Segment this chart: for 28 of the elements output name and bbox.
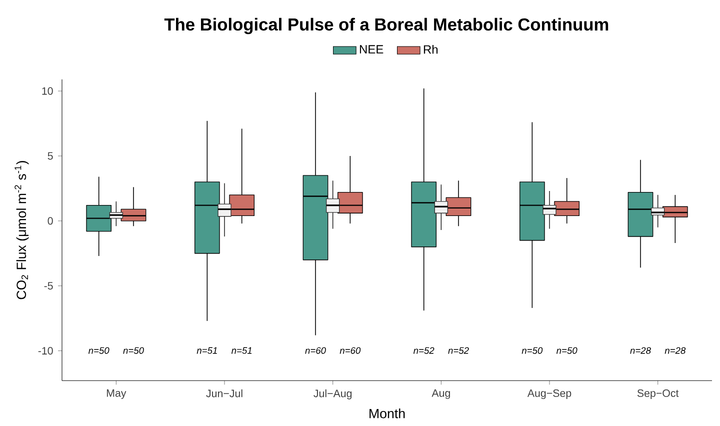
y-tick-label: -10 xyxy=(38,347,53,355)
x-tick-label: Aug xyxy=(432,389,450,399)
annotation: n=52 xyxy=(448,347,469,354)
annotation: n=60 xyxy=(305,347,326,354)
chart-title: The Biological Pulse of a Boreal Metabolic Continuum xyxy=(164,18,608,34)
annotation: n=50 xyxy=(123,347,144,354)
x-tick-label: May xyxy=(106,389,126,399)
annotation: n=28 xyxy=(664,347,686,354)
x-tick-label: Aug−Sep xyxy=(527,389,572,400)
y-axis-title: CO$_{2}$ Flux (μmol m$^{-2}$ s$^{-1}$) xyxy=(14,161,29,300)
y-tick-label: 5 xyxy=(48,152,53,160)
annotation: n=60 xyxy=(340,347,361,354)
annotation: n=51 xyxy=(196,347,217,354)
annotation: n=28 xyxy=(630,347,651,354)
y-tick-label: 10 xyxy=(42,87,53,95)
y-tick-label: 0 xyxy=(48,217,53,225)
legend-label: NEE xyxy=(360,45,384,54)
x-tick-label: Sep−Oct xyxy=(637,389,679,400)
legend-label: Rh xyxy=(424,44,438,54)
y-tick-label: -5 xyxy=(44,282,53,290)
annotation: n=52 xyxy=(413,347,434,354)
annotation: n=51 xyxy=(231,347,252,354)
annotation: n=50 xyxy=(556,347,578,354)
x-axis-title: Month xyxy=(370,408,405,418)
annotation: n=50 xyxy=(522,347,543,354)
x-tick-label: Jun−Jul xyxy=(206,389,242,398)
x-tick-label: Jul−Aug xyxy=(314,389,352,400)
annotation: n=50 xyxy=(88,347,110,354)
